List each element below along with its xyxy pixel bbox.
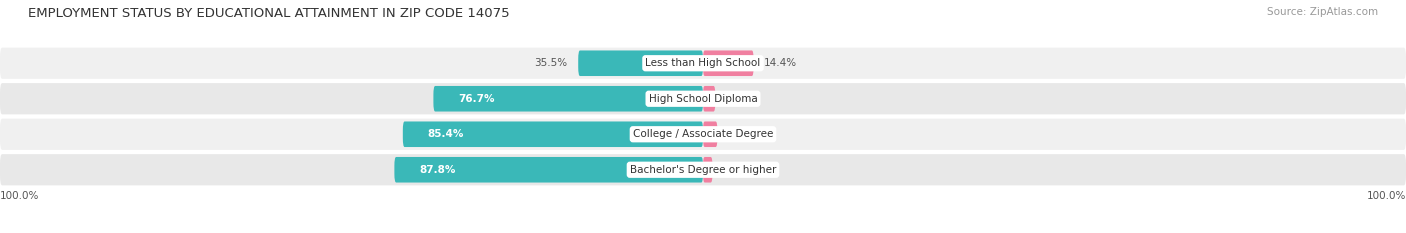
Text: Bachelor's Degree or higher: Bachelor's Degree or higher xyxy=(630,165,776,175)
Text: Source: ZipAtlas.com: Source: ZipAtlas.com xyxy=(1267,7,1378,17)
Text: 100.0%: 100.0% xyxy=(0,191,39,201)
FancyBboxPatch shape xyxy=(578,51,703,76)
Text: 87.8%: 87.8% xyxy=(419,165,456,175)
FancyBboxPatch shape xyxy=(0,119,1406,150)
Text: Less than High School: Less than High School xyxy=(645,58,761,68)
Text: College / Associate Degree: College / Associate Degree xyxy=(633,129,773,139)
FancyBboxPatch shape xyxy=(433,86,703,112)
FancyBboxPatch shape xyxy=(703,86,716,112)
Text: 35.5%: 35.5% xyxy=(534,58,568,68)
FancyBboxPatch shape xyxy=(394,157,703,182)
Text: 76.7%: 76.7% xyxy=(458,94,495,104)
Text: 85.4%: 85.4% xyxy=(427,129,464,139)
FancyBboxPatch shape xyxy=(0,48,1406,79)
FancyBboxPatch shape xyxy=(402,121,703,147)
Text: High School Diploma: High School Diploma xyxy=(648,94,758,104)
Text: 3.5%: 3.5% xyxy=(725,94,752,104)
FancyBboxPatch shape xyxy=(0,154,1406,185)
FancyBboxPatch shape xyxy=(0,83,1406,114)
Text: EMPLOYMENT STATUS BY EDUCATIONAL ATTAINMENT IN ZIP CODE 14075: EMPLOYMENT STATUS BY EDUCATIONAL ATTAINM… xyxy=(28,7,510,20)
FancyBboxPatch shape xyxy=(703,51,754,76)
Text: 100.0%: 100.0% xyxy=(1367,191,1406,201)
Text: 4.1%: 4.1% xyxy=(728,129,755,139)
Text: 2.7%: 2.7% xyxy=(723,165,749,175)
FancyBboxPatch shape xyxy=(703,157,713,182)
Text: 14.4%: 14.4% xyxy=(765,58,797,68)
FancyBboxPatch shape xyxy=(703,121,717,147)
